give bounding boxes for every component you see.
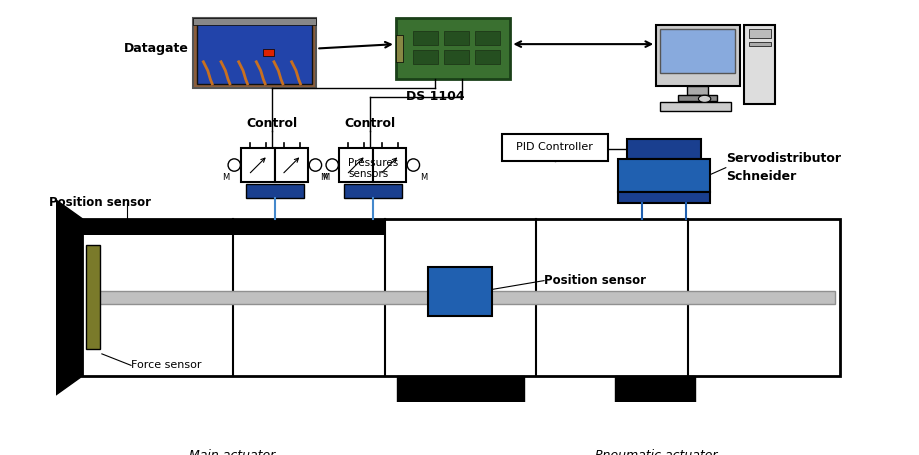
Bar xyxy=(263,49,274,56)
Bar xyxy=(743,25,775,104)
Text: Schneider: Schneider xyxy=(725,170,795,183)
Bar xyxy=(344,183,402,197)
Bar xyxy=(474,51,499,65)
Bar xyxy=(86,291,834,303)
Bar xyxy=(615,376,694,418)
Circle shape xyxy=(325,159,338,171)
Text: M: M xyxy=(322,173,329,182)
Bar xyxy=(197,22,312,84)
Bar xyxy=(660,102,731,111)
Bar xyxy=(748,29,770,38)
Circle shape xyxy=(228,159,240,171)
Bar xyxy=(56,436,867,455)
Bar xyxy=(626,139,700,159)
Text: Pneumatic actuator: Pneumatic actuator xyxy=(595,449,717,455)
Bar xyxy=(677,95,716,101)
Circle shape xyxy=(407,159,419,171)
Bar xyxy=(655,25,739,86)
Bar xyxy=(193,18,316,25)
Text: Control: Control xyxy=(246,117,298,130)
Bar xyxy=(339,148,372,182)
Bar xyxy=(444,51,469,65)
Bar xyxy=(618,159,709,192)
Bar xyxy=(85,245,100,349)
Circle shape xyxy=(309,159,322,171)
Text: Force sensor: Force sensor xyxy=(130,360,201,370)
Bar xyxy=(83,219,385,235)
Bar xyxy=(413,51,437,65)
Bar xyxy=(428,268,492,316)
Bar xyxy=(412,418,507,434)
Text: M: M xyxy=(420,173,427,182)
Ellipse shape xyxy=(698,95,710,102)
Text: M: M xyxy=(320,173,326,182)
Bar xyxy=(245,183,303,197)
Bar xyxy=(395,18,510,80)
Text: DS 1104: DS 1104 xyxy=(405,90,464,103)
Bar xyxy=(618,192,709,203)
Bar xyxy=(413,31,437,45)
Bar xyxy=(275,148,308,182)
Bar xyxy=(444,31,469,45)
Text: Datagate: Datagate xyxy=(123,42,188,55)
Bar xyxy=(501,134,607,161)
Text: Main actuator: Main actuator xyxy=(189,449,276,455)
Bar xyxy=(372,148,406,182)
Bar xyxy=(748,42,770,46)
Bar xyxy=(395,35,403,62)
Polygon shape xyxy=(51,197,83,398)
Text: M: M xyxy=(221,173,229,182)
Text: Position sensor: Position sensor xyxy=(49,197,151,209)
Bar xyxy=(83,219,839,376)
Bar xyxy=(686,86,708,95)
Bar xyxy=(474,31,499,45)
Bar xyxy=(193,18,316,88)
Text: Servodistributor: Servodistributor xyxy=(725,152,840,165)
Text: Pressures
sensors: Pressures sensors xyxy=(347,157,398,179)
Bar xyxy=(241,148,275,182)
Bar xyxy=(396,376,523,418)
Text: Control: Control xyxy=(345,117,395,130)
Bar xyxy=(626,418,684,434)
Bar xyxy=(660,29,734,73)
Text: PID Controller: PID Controller xyxy=(516,142,593,152)
Text: Position sensor: Position sensor xyxy=(543,274,645,287)
